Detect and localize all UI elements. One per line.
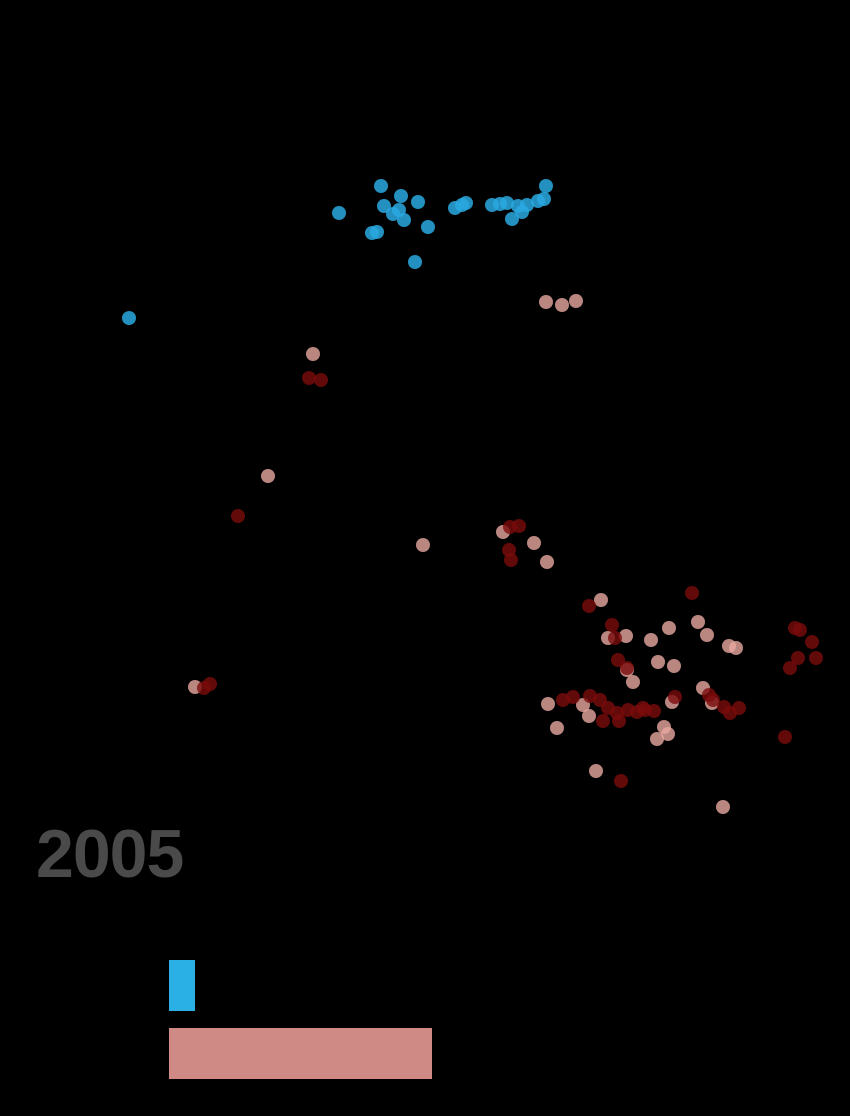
year-label: 2005 — [36, 816, 184, 892]
data-point-series-2-1 — [314, 373, 328, 387]
data-point-series-2-20 — [783, 661, 797, 675]
data-point-series-0-10 — [408, 255, 422, 269]
data-point-series-2-12 — [620, 661, 634, 675]
data-point-series-0-19 — [505, 212, 519, 226]
data-point-series-2-10 — [608, 631, 622, 645]
data-point-series-2-22 — [566, 690, 580, 704]
data-point-series-2-11 — [611, 653, 625, 667]
data-point-series-1-30 — [589, 764, 603, 778]
data-point-series-2-36 — [706, 693, 720, 707]
data-point-series-2-0 — [302, 371, 316, 385]
data-point-series-2-6 — [504, 553, 518, 567]
data-point-series-0-25 — [539, 179, 553, 193]
data-point-series-1-34 — [661, 727, 675, 741]
data-point-series-2-17 — [805, 635, 819, 649]
data-point-series-2-7 — [582, 599, 596, 613]
data-point-series-1-14 — [691, 615, 705, 629]
data-point-series-2-4 — [512, 519, 526, 533]
data-point-series-0-5 — [377, 199, 391, 213]
data-point-series-1-2 — [569, 294, 583, 308]
data-point-series-1-9 — [594, 593, 608, 607]
data-point-series-0-1 — [332, 206, 346, 220]
data-point-series-0-15 — [459, 196, 473, 210]
data-point-series-1-3 — [306, 347, 320, 361]
data-point-series-1-18 — [651, 655, 665, 669]
data-point-series-2-32 — [612, 714, 626, 728]
data-point-series-0-4 — [374, 179, 388, 193]
data-point-series-2-9 — [605, 618, 619, 632]
data-point-series-1-22 — [541, 697, 555, 711]
map-scatter-plot — [122, 179, 823, 814]
data-point-series-2-19 — [791, 651, 805, 665]
data-point-series-0-9 — [392, 203, 406, 217]
data-point-series-2-2 — [231, 509, 245, 523]
data-point-series-2-40 — [778, 730, 792, 744]
data-point-series-1-26 — [650, 732, 664, 746]
data-point-series-1-32 — [582, 709, 596, 723]
data-point-series-0-12 — [421, 220, 435, 234]
data-point-series-2-8 — [685, 586, 699, 600]
data-point-series-0-7 — [394, 189, 408, 203]
data-point-series-2-16 — [793, 623, 807, 637]
data-point-series-1-17 — [729, 641, 743, 655]
data-point-series-1-0 — [539, 295, 553, 309]
data-point-series-1-11 — [619, 629, 633, 643]
data-point-series-0-11 — [411, 195, 425, 209]
count-bar-0 — [169, 960, 195, 1011]
count-bar-1 — [169, 1028, 432, 1079]
data-point-series-1-19 — [667, 659, 681, 673]
data-point-series-1-8 — [540, 555, 554, 569]
data-point-series-2-14 — [197, 681, 211, 695]
data-point-series-0-3 — [370, 225, 384, 239]
data-point-series-0-0 — [122, 311, 136, 325]
data-point-series-1-15 — [700, 628, 714, 642]
data-point-series-2-33 — [636, 701, 650, 715]
data-point-series-1-5 — [416, 538, 430, 552]
data-point-series-2-18 — [809, 651, 823, 665]
data-point-series-1-12 — [644, 633, 658, 647]
data-point-series-1-4 — [261, 469, 275, 483]
data-point-series-1-21 — [626, 675, 640, 689]
data-point-series-2-39 — [732, 701, 746, 715]
count-bar-chart — [169, 960, 432, 1079]
data-point-series-2-30 — [647, 704, 661, 718]
data-point-series-2-41 — [614, 774, 628, 788]
data-point-series-0-22 — [520, 198, 534, 212]
data-point-series-1-1 — [555, 298, 569, 312]
data-point-series-0-18 — [500, 196, 514, 210]
data-point-series-0-24 — [537, 192, 551, 206]
data-point-series-1-23 — [550, 721, 564, 735]
data-point-series-1-31 — [716, 800, 730, 814]
data-point-series-1-13 — [662, 621, 676, 635]
data-point-series-2-31 — [596, 714, 610, 728]
data-point-series-2-34 — [668, 690, 682, 704]
data-point-series-1-7 — [527, 536, 541, 550]
